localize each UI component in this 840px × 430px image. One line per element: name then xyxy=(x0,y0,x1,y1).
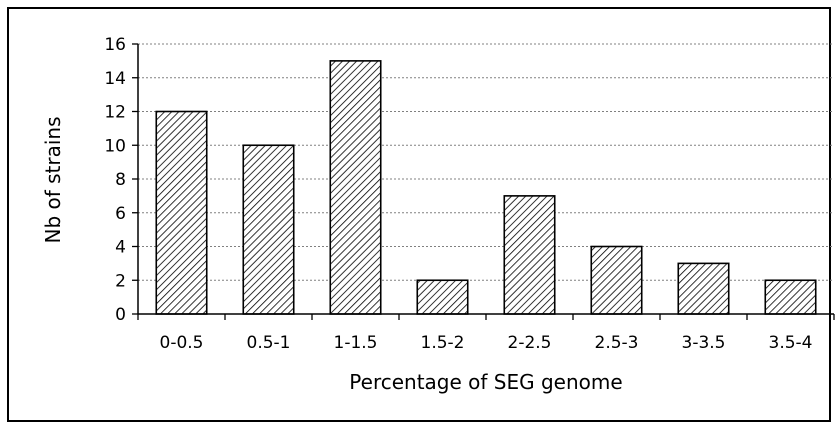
y-tick-label: 0 xyxy=(115,305,126,325)
y-tick-label: 2 xyxy=(115,271,126,291)
y-axis-title: Nb of strains xyxy=(41,116,65,243)
x-axis-ticks: 0-0.5 0.5-1 1-1.5 1.5-2 2-2.5 2.5-3 3-3.5 3.5-4 xyxy=(137,314,835,353)
x-tick-label: 0-0.5 xyxy=(160,333,204,353)
y-tick-label: 10 xyxy=(104,136,126,156)
x-tick-label: 3-3.5 xyxy=(682,333,726,353)
gridlines xyxy=(138,43,834,281)
y-tick-label: 12 xyxy=(104,103,126,123)
y-tick-label: 4 xyxy=(115,238,126,258)
x-tick-label: 3.5-4 xyxy=(769,333,813,353)
y-tick-label: 16 xyxy=(104,35,126,55)
bar-1-1.5 xyxy=(329,60,382,315)
bar-3.5-4 xyxy=(764,279,817,315)
y-axis-ticks: 0 2 4 6 8 10 12 14 16 xyxy=(104,35,138,325)
y-tick-label: 6 xyxy=(115,204,126,224)
bar-3-3.5 xyxy=(677,262,730,315)
y-tick-label: 8 xyxy=(115,170,126,190)
bars xyxy=(155,60,817,315)
bar-1.5-2 xyxy=(416,279,469,315)
x-axis-title: Percentage of SEG genome xyxy=(349,370,622,394)
x-tick-label: 1.5-2 xyxy=(421,333,465,353)
chart-frame xyxy=(7,7,831,422)
bar-2-2.5 xyxy=(503,195,556,315)
x-tick-label: 1-1.5 xyxy=(334,333,378,353)
bar-2.5-3 xyxy=(590,245,643,315)
bar-0.5-1 xyxy=(242,144,295,315)
x-tick-label: 2-2.5 xyxy=(508,333,552,353)
bar-0-0.5 xyxy=(155,110,208,315)
y-tick-label: 14 xyxy=(104,69,126,89)
x-tick-label: 0.5-1 xyxy=(247,333,291,353)
x-tick-label: 2.5-3 xyxy=(595,333,639,353)
